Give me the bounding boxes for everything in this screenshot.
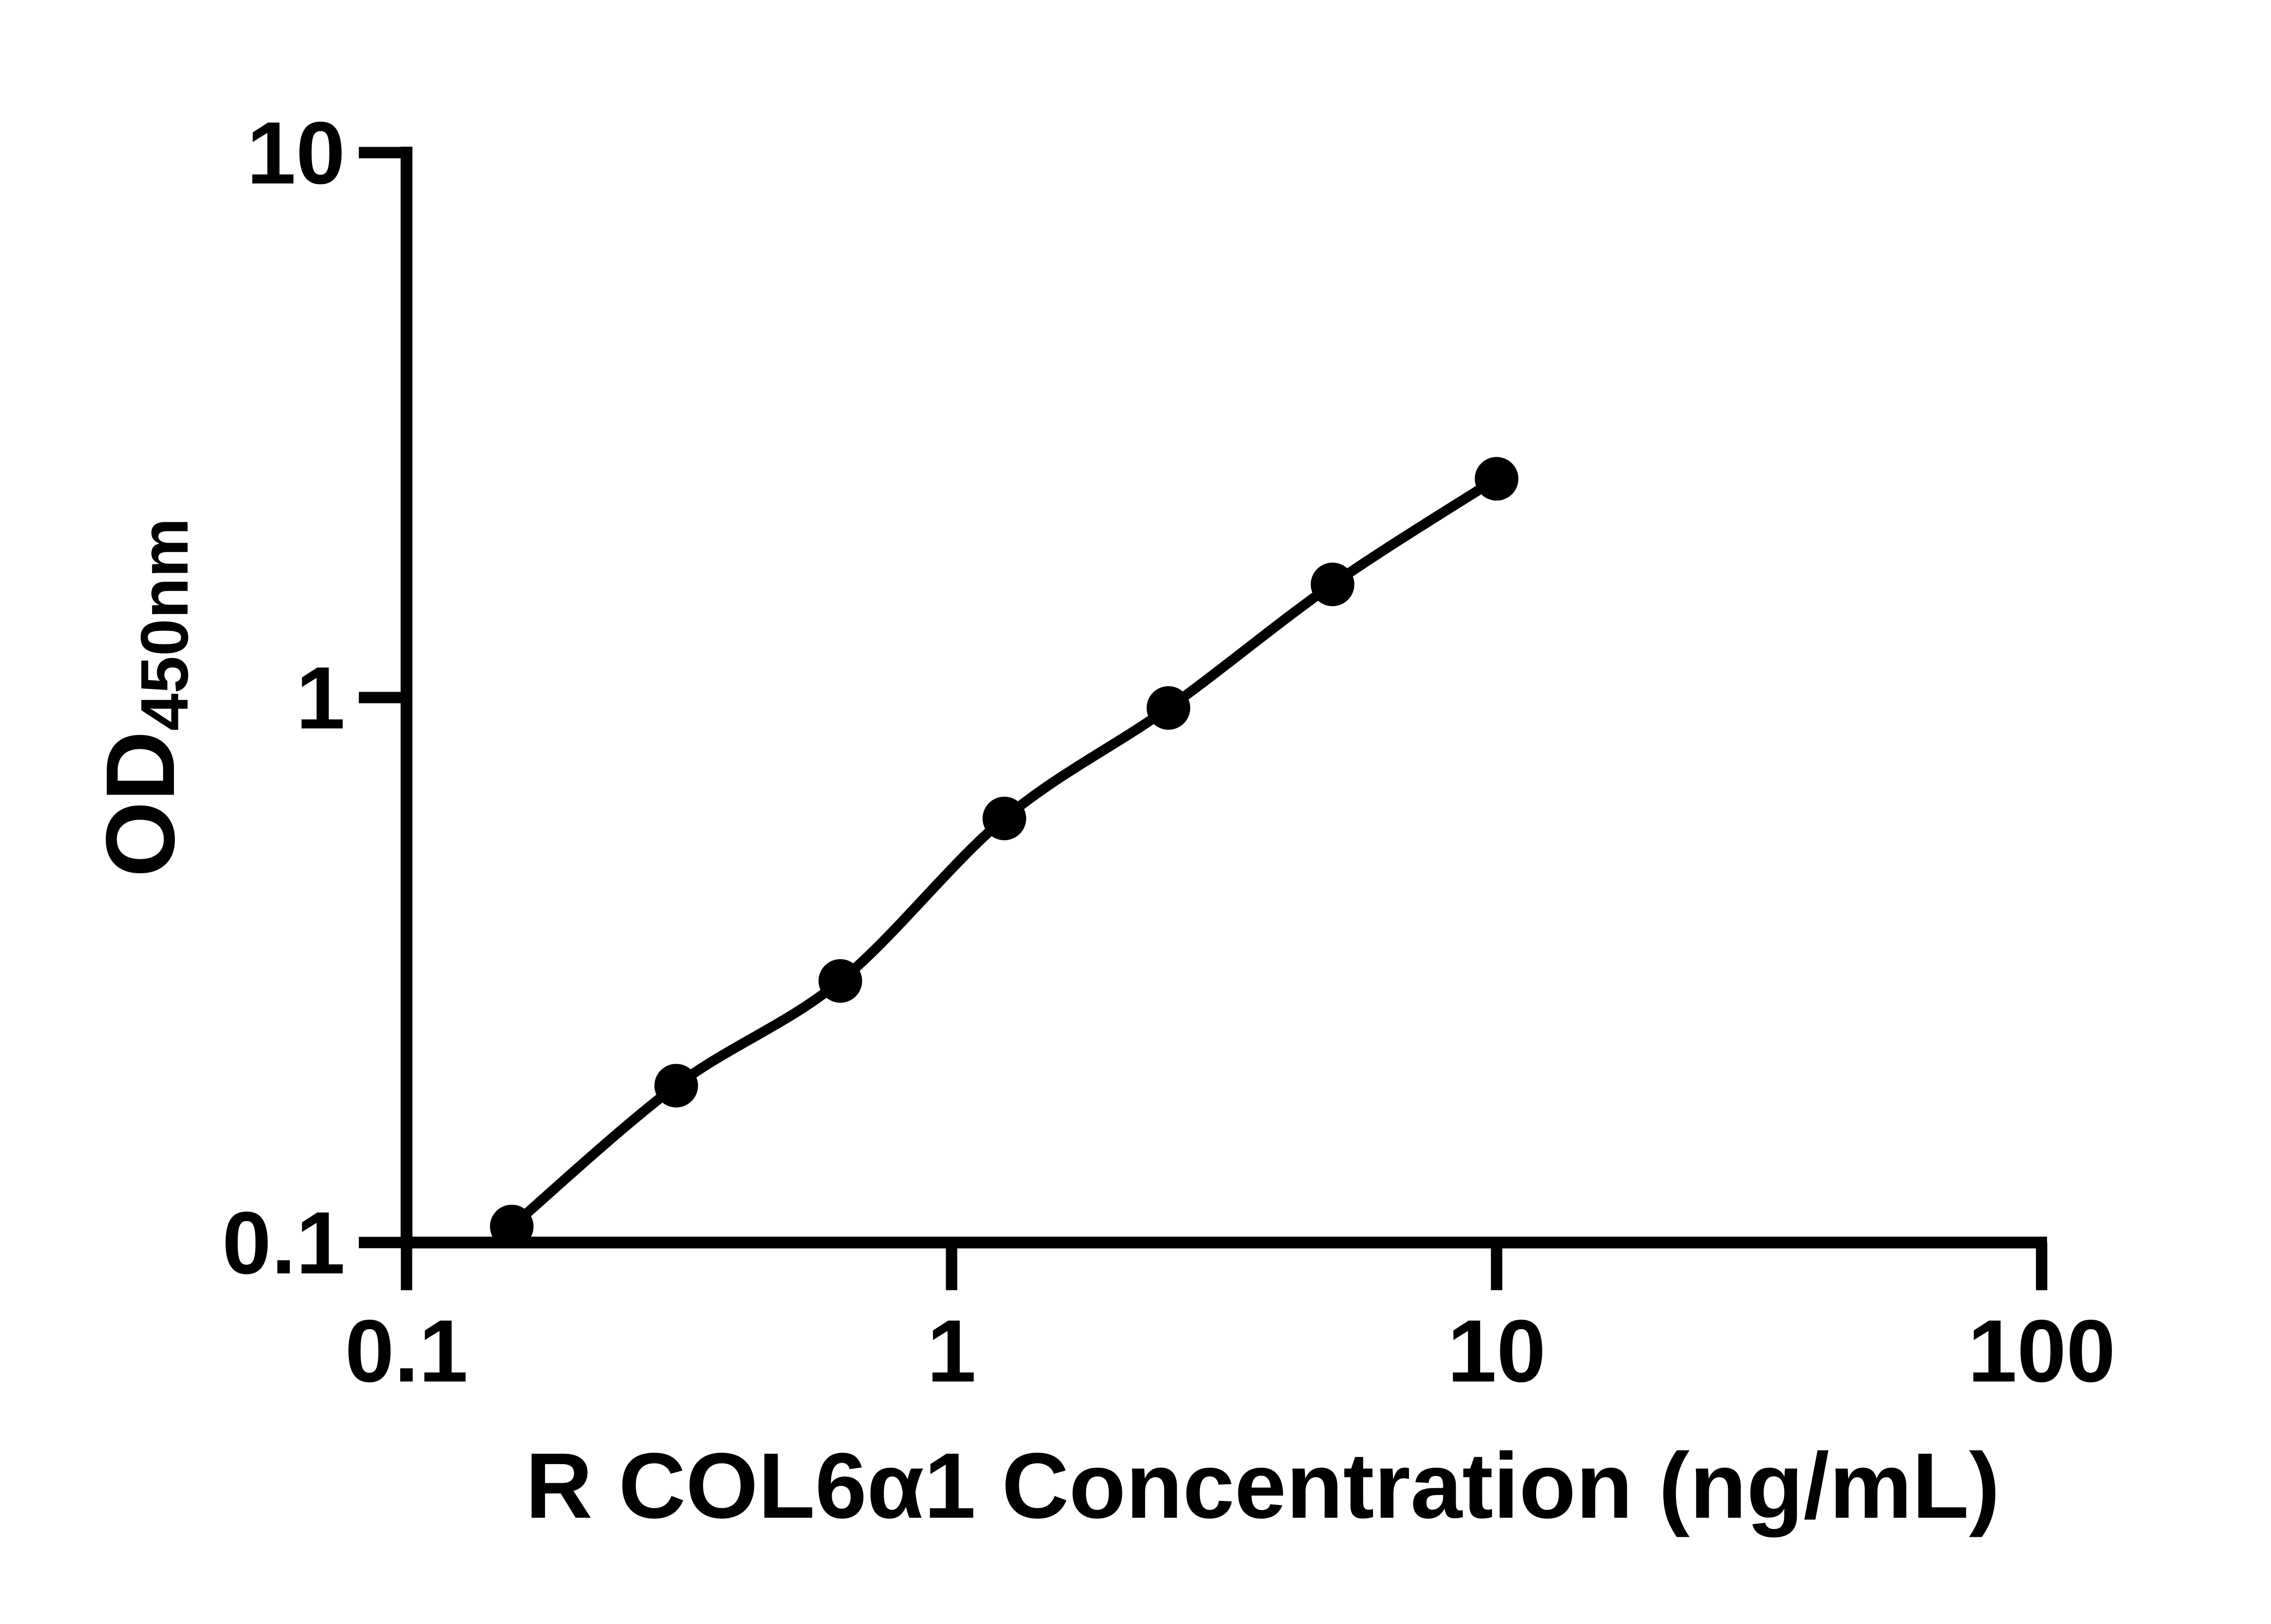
x-tick-label: 1 — [927, 1302, 976, 1401]
data-point-marker — [490, 1204, 534, 1248]
y-tick-label: 0.1 — [222, 1193, 345, 1292]
y-tick-label: 10 — [247, 104, 345, 203]
data-point-marker — [818, 959, 863, 1003]
x-axis-title: R COL6α1 Concentration (ng/mL) — [526, 1434, 2000, 1538]
data-point-marker — [982, 797, 1026, 841]
y-axis-title: OD450nm — [85, 518, 202, 877]
data-point-marker — [1146, 686, 1190, 730]
data-point-marker — [1310, 562, 1354, 606]
x-tick-label: 10 — [1448, 1302, 1546, 1401]
y-axis-title-main: OD — [85, 731, 195, 877]
x-tick-label: 100 — [1968, 1302, 2115, 1401]
y-axis-title-subscript: 450nm — [127, 518, 202, 731]
data-point-marker — [1475, 457, 1518, 501]
x-tick-label: 0.1 — [345, 1302, 468, 1401]
axes: 0.1 1 10 100 0.1 1 10 — [222, 104, 2116, 1401]
data-point-marker — [654, 1064, 698, 1108]
y-tick-label: 1 — [296, 649, 345, 748]
data-series — [490, 457, 1518, 1248]
